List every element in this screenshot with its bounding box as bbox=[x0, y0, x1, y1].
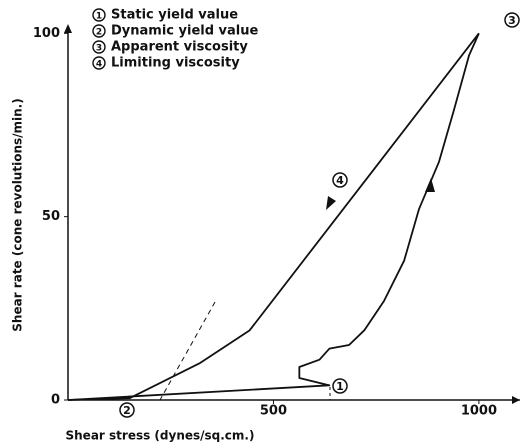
marker-circle bbox=[119, 402, 135, 418]
direction-arrow bbox=[326, 196, 336, 210]
legend-marker-label: 3 bbox=[96, 44, 102, 54]
y-tick-label: 0 bbox=[51, 393, 60, 408]
dashed-extrapolation bbox=[159, 301, 216, 401]
x-tick-label: 1000 bbox=[461, 404, 497, 419]
point-markers: 1 2 3 4 bbox=[119, 12, 520, 418]
legend-marker-label: 4 bbox=[96, 60, 102, 70]
legend-text: Static yield value bbox=[111, 8, 238, 23]
axis-arrow bbox=[512, 396, 520, 404]
y-tick-label: 50 bbox=[42, 209, 60, 224]
legend-marker bbox=[92, 40, 106, 54]
marker-label: 4 bbox=[336, 174, 344, 187]
legend-text: Apparent viscosity bbox=[111, 40, 248, 55]
axis-arrow bbox=[64, 24, 72, 33]
marker-label: 2 bbox=[123, 404, 131, 417]
legend-text: Dynamic yield value bbox=[111, 24, 259, 39]
legend-text: Limiting viscosity bbox=[111, 56, 240, 71]
legend-marker bbox=[92, 56, 106, 70]
x-axis-label: Shear stress (dynes/sq.cm.) bbox=[66, 429, 255, 443]
legend-marker-label: 1 bbox=[96, 12, 102, 22]
marker-circle bbox=[332, 378, 348, 394]
marker-circle bbox=[504, 12, 520, 28]
marker-label: 3 bbox=[508, 14, 516, 27]
legend-marker bbox=[92, 8, 106, 22]
marker-label: 1 bbox=[336, 380, 344, 393]
y-axis-label: Shear rate (cone revolutions/min.) bbox=[11, 98, 25, 331]
legend-marker-label: 2 bbox=[96, 28, 102, 38]
curve bbox=[67, 32, 480, 401]
legend-marker bbox=[92, 24, 106, 38]
marker-circle bbox=[332, 172, 348, 188]
x-tick-label: 500 bbox=[260, 404, 287, 419]
y-tick-label: 100 bbox=[33, 26, 60, 41]
curve bbox=[67, 32, 480, 401]
